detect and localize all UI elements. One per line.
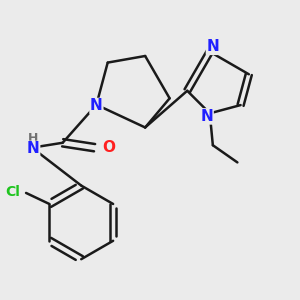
Text: N: N [200,109,213,124]
Text: Cl: Cl [5,185,20,199]
Text: H: H [28,132,38,145]
Text: N: N [206,39,219,54]
Text: N: N [27,141,40,156]
Text: O: O [103,140,116,155]
Text: N: N [90,98,103,113]
